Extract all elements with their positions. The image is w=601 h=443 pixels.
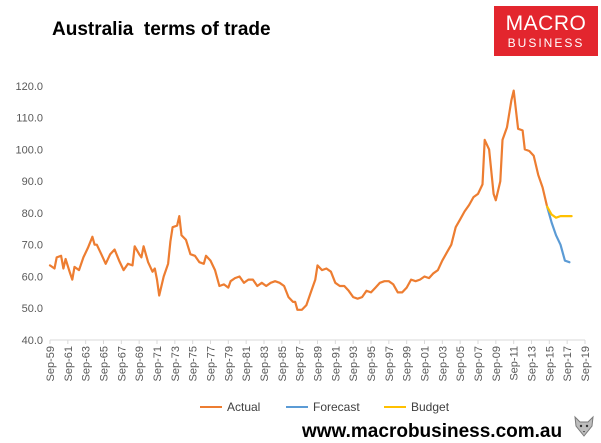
macrobusiness-logo: MACRO BUSINESS bbox=[494, 6, 598, 56]
x-axis: Sep-59 Sep-61 Sep-63 Sep-65 Sep-67 Sep-69 Sep-… bbox=[45, 339, 592, 381]
legend-swatch-actual bbox=[200, 406, 222, 408]
x-tick-label: Sep-77 bbox=[206, 346, 218, 381]
y-tick-label: 120.0 bbox=[15, 81, 43, 93]
legend-item-forecast: Forecast bbox=[286, 400, 360, 414]
x-tick-label: Sep-61 bbox=[63, 346, 75, 381]
y-tick-label: 80.0 bbox=[22, 208, 43, 220]
x-tick-label: Sep-65 bbox=[99, 346, 111, 381]
legend-label-actual: Actual bbox=[227, 400, 261, 414]
x-tick-label: Sep-83 bbox=[259, 346, 271, 381]
series-lines bbox=[48, 89, 573, 311]
x-tick-label: Sep-07 bbox=[473, 346, 485, 381]
legend-swatch-budget bbox=[384, 406, 406, 408]
x-tick-label: Sep-75 bbox=[188, 346, 200, 381]
series-line-budget bbox=[546, 205, 573, 219]
terms-of-trade-chart: 40.050.060.070.080.090.0100.0110.0120.0 … bbox=[15, 81, 592, 382]
y-tick-label: 100.0 bbox=[15, 144, 43, 156]
x-tick-label: Sep-79 bbox=[223, 346, 235, 381]
x-tick-label: Sep-09 bbox=[491, 346, 503, 381]
legend: Actual Forecast Budget bbox=[0, 400, 601, 418]
x-tick-label: Sep-73 bbox=[170, 346, 182, 381]
x-tick-label: Sep-69 bbox=[134, 346, 146, 381]
x-tick-label: Sep-01 bbox=[420, 346, 432, 381]
x-tick-label: Sep-87 bbox=[295, 346, 307, 381]
x-tick-label: Sep-85 bbox=[277, 346, 289, 381]
x-tick-label: Sep-63 bbox=[81, 346, 93, 381]
legend-item-budget: Budget bbox=[384, 400, 449, 414]
logo-line-1: MACRO bbox=[505, 12, 587, 35]
y-tick-label: 110.0 bbox=[16, 113, 43, 125]
y-tick-label: 70.0 bbox=[22, 240, 43, 252]
footer-url: www.macrobusiness.com.au bbox=[302, 421, 563, 442]
x-tick-label: Sep-93 bbox=[348, 346, 360, 381]
x-tick-label: Sep-95 bbox=[366, 346, 378, 381]
fox-head-icon bbox=[574, 415, 594, 437]
legend-item-actual: Actual bbox=[200, 400, 260, 414]
x-tick-label: Sep-89 bbox=[313, 346, 325, 381]
x-tick-label: Sep-99 bbox=[402, 346, 414, 381]
x-tick-label: Sep-67 bbox=[116, 346, 128, 381]
y-tick-label: 40.0 bbox=[22, 335, 43, 347]
legend-label-budget: Budget bbox=[411, 400, 450, 414]
x-tick-label: Sep-81 bbox=[241, 346, 253, 381]
x-tick-label: Sep-05 bbox=[455, 346, 467, 381]
x-tick-label: Sep-91 bbox=[330, 346, 342, 381]
chart-title: Australia terms of trade bbox=[52, 19, 271, 40]
series-line-forecast bbox=[546, 205, 571, 264]
logo-line-2: BUSINESS bbox=[507, 36, 585, 50]
y-tick-label: 50.0 bbox=[22, 303, 43, 315]
x-tick-label: Sep-13 bbox=[527, 346, 539, 381]
y-axis: 40.0 50.0 60.0 70.0 80.0 90.0 100.0 110.0 120.0 bbox=[15, 81, 43, 347]
legend-swatch-forecast bbox=[286, 406, 308, 408]
x-tick-label: Sep-17 bbox=[562, 346, 574, 381]
y-tick-label: 60.0 bbox=[22, 271, 43, 283]
x-tick-label: Sep-71 bbox=[152, 346, 164, 381]
x-tick-label: Sep-59 bbox=[45, 346, 57, 381]
legend-label-forecast: Forecast bbox=[313, 400, 360, 414]
x-tick-label: Sep-11 bbox=[509, 346, 521, 381]
x-tick-label: Sep-03 bbox=[437, 346, 449, 381]
y-tick-label: 90.0 bbox=[22, 176, 43, 188]
x-tick-label: Sep-97 bbox=[384, 346, 396, 381]
series-line-actual bbox=[48, 89, 549, 311]
x-tick-label: Sep-19 bbox=[580, 346, 592, 381]
x-tick-label: Sep-15 bbox=[544, 346, 556, 381]
